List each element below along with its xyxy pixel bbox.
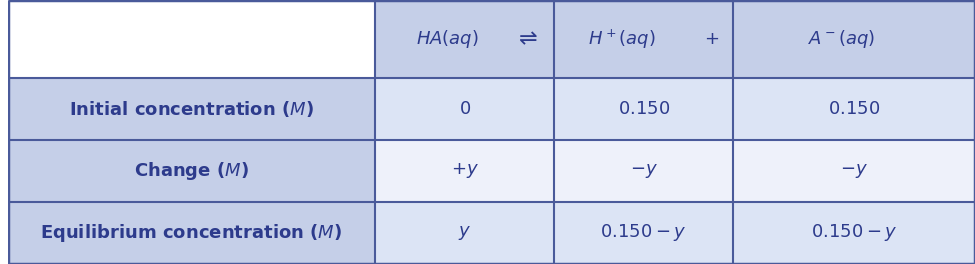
Text: $0.150$: $0.150$ <box>617 100 670 118</box>
FancyBboxPatch shape <box>733 0 975 78</box>
Text: $+$: $+$ <box>704 30 720 48</box>
FancyBboxPatch shape <box>733 78 975 140</box>
FancyBboxPatch shape <box>8 140 375 202</box>
Text: Change ($\mathit{M}$): Change ($\mathit{M}$) <box>134 160 249 182</box>
FancyBboxPatch shape <box>733 140 975 202</box>
Text: $\mathit{A}^-(aq)$: $\mathit{A}^-(aq)$ <box>807 28 876 50</box>
FancyBboxPatch shape <box>375 0 554 78</box>
Text: $0$: $0$ <box>458 100 471 118</box>
FancyBboxPatch shape <box>8 78 375 140</box>
FancyBboxPatch shape <box>733 202 975 264</box>
Text: $0.150$: $0.150$ <box>828 100 880 118</box>
Text: Initial concentration ($\mathit{M}$): Initial concentration ($\mathit{M}$) <box>69 99 314 119</box>
Text: $-y$: $-y$ <box>840 162 868 180</box>
Text: $\mathit{H}^+(aq)$: $\mathit{H}^+(aq)$ <box>588 27 656 51</box>
Text: $\mathit{HA}(aq)$: $\mathit{HA}(aq)$ <box>416 28 479 50</box>
Text: $\rightleftharpoons$: $\rightleftharpoons$ <box>514 29 538 49</box>
Text: Equilibrium concentration ($\mathit{M}$): Equilibrium concentration ($\mathit{M}$) <box>40 222 342 244</box>
FancyBboxPatch shape <box>554 0 733 78</box>
FancyBboxPatch shape <box>554 202 733 264</box>
FancyBboxPatch shape <box>375 202 554 264</box>
Text: $y$: $y$ <box>458 224 471 242</box>
FancyBboxPatch shape <box>554 140 733 202</box>
FancyBboxPatch shape <box>554 78 733 140</box>
Text: $+y$: $+y$ <box>450 162 479 180</box>
Text: $0.150 - y$: $0.150 - y$ <box>811 223 897 243</box>
FancyBboxPatch shape <box>8 202 375 264</box>
FancyBboxPatch shape <box>375 78 554 140</box>
FancyBboxPatch shape <box>8 0 375 78</box>
Text: $-y$: $-y$ <box>630 162 657 180</box>
Text: $0.150 - y$: $0.150 - y$ <box>601 223 686 243</box>
FancyBboxPatch shape <box>375 140 554 202</box>
